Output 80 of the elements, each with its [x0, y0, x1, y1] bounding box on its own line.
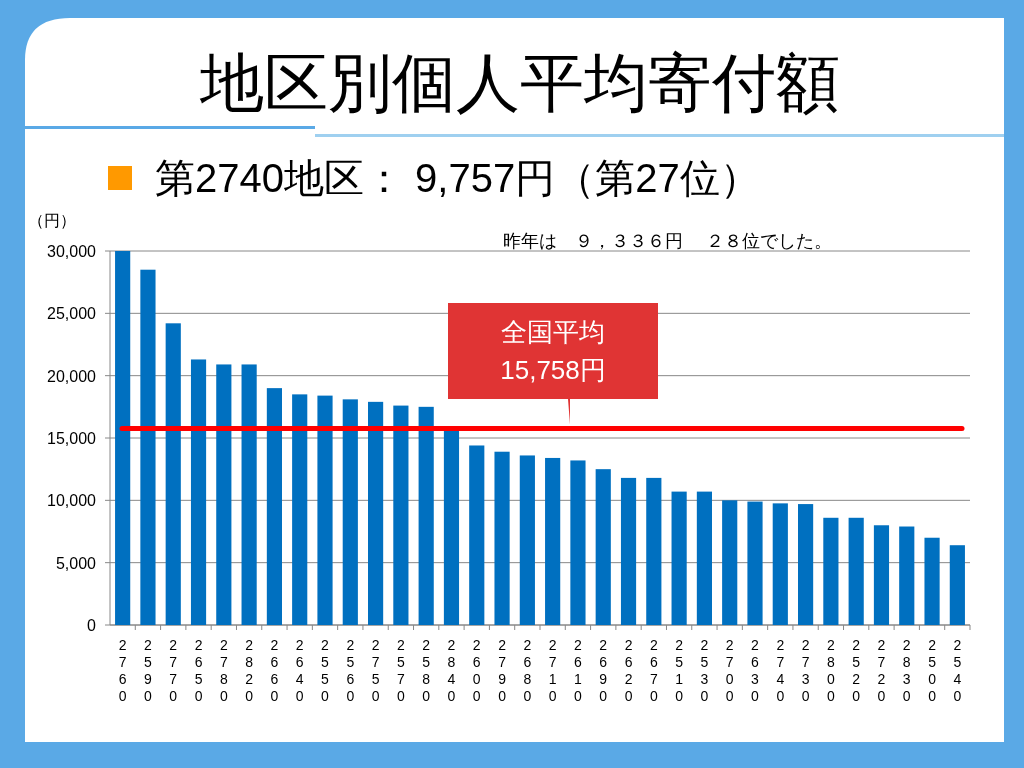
x-tick-label: 2580 — [422, 637, 431, 704]
bar — [798, 504, 814, 625]
bar — [418, 406, 434, 625]
x-tick-label: 2520 — [852, 637, 861, 704]
bar — [115, 251, 131, 625]
x-tick-label: 2510 — [675, 637, 684, 704]
y-tick-label: 15,000 — [47, 430, 97, 447]
bar — [317, 395, 333, 625]
x-tick-label: 2560 — [346, 637, 355, 704]
bar — [494, 451, 510, 625]
bar — [216, 364, 232, 625]
bar — [722, 500, 738, 625]
bar — [924, 537, 940, 625]
x-tick-label: 2590 — [144, 637, 153, 704]
x-tick-label: 2690 — [599, 637, 608, 704]
x-tick-label: 2600 — [472, 637, 481, 704]
x-tick-label: 2760 — [118, 637, 127, 704]
y-tick-label: 0 — [87, 617, 97, 634]
bar — [266, 388, 282, 625]
bar — [368, 401, 384, 625]
x-tick-label: 2630 — [751, 637, 760, 704]
annotation: 昨年は ９，３３６円 ２８位でした。 — [503, 231, 833, 251]
bar — [696, 491, 712, 625]
x-tick-label: 2610 — [574, 637, 583, 704]
x-tick-label: 2540 — [953, 637, 962, 704]
x-tick-label: 2660 — [270, 637, 279, 704]
bar — [873, 525, 890, 625]
ref-line-label: 全国平均 15,758円 — [500, 317, 606, 385]
bar — [772, 503, 788, 625]
x-tick-label: 2820 — [245, 637, 254, 704]
bar — [545, 457, 561, 625]
bar — [393, 405, 409, 625]
y-tick-label: 10,000 — [47, 492, 97, 510]
x-tick-label: 2840 — [447, 637, 456, 704]
bar — [342, 399, 358, 625]
bar — [190, 359, 207, 625]
x-tick-label: 2650 — [194, 637, 203, 704]
bar — [570, 460, 586, 625]
y-tick-label: 30,000 — [47, 243, 97, 260]
bar — [469, 445, 485, 625]
bar — [140, 269, 156, 625]
x-tick-label: 2750 — [371, 637, 380, 704]
bar — [292, 394, 308, 625]
chart-subtitle: 第2740地区： 9,757円（第27位） — [155, 156, 760, 200]
chart-title: 地区別個人平均寄付額 — [199, 47, 840, 119]
bar — [519, 455, 535, 625]
y-tick-label: 25,000 — [47, 305, 97, 323]
x-tick-label: 2680 — [523, 637, 532, 704]
bar — [949, 545, 965, 625]
bar — [165, 323, 181, 625]
x-tick-label: 2620 — [624, 637, 633, 704]
x-tick-label: 2780 — [219, 637, 228, 704]
bar — [747, 501, 763, 625]
x-tick-label: 2830 — [902, 637, 911, 704]
x-tick-label: 2710 — [548, 637, 557, 704]
x-tick-label: 2670 — [649, 637, 658, 704]
x-tick-label: 2530 — [700, 637, 709, 704]
y-axis-title: （円） — [28, 212, 76, 229]
bar — [595, 469, 611, 625]
bar — [671, 491, 687, 625]
x-tick-label: 2700 — [725, 637, 734, 704]
x-tick-label: 2640 — [295, 637, 304, 704]
x-tick-label: 2790 — [498, 637, 507, 704]
x-tick-label: 2730 — [801, 637, 810, 704]
x-tick-label: 2800 — [826, 637, 835, 704]
y-tick-label: 20,000 — [47, 367, 97, 385]
x-tick-label: 2570 — [396, 637, 405, 704]
x-tick-label: 2720 — [877, 637, 886, 704]
x-tick-label: 2550 — [321, 637, 330, 704]
bar — [848, 517, 864, 625]
bar — [899, 526, 915, 625]
x-tick-label: 2740 — [776, 637, 785, 704]
x-tick-label: 2770 — [169, 637, 178, 704]
bar — [823, 517, 839, 625]
bar — [646, 477, 662, 625]
bar — [620, 477, 637, 625]
y-tick-label: 5,000 — [55, 554, 97, 572]
bar — [241, 364, 257, 625]
x-tick-label: 2500 — [928, 637, 937, 704]
bar — [443, 429, 460, 625]
